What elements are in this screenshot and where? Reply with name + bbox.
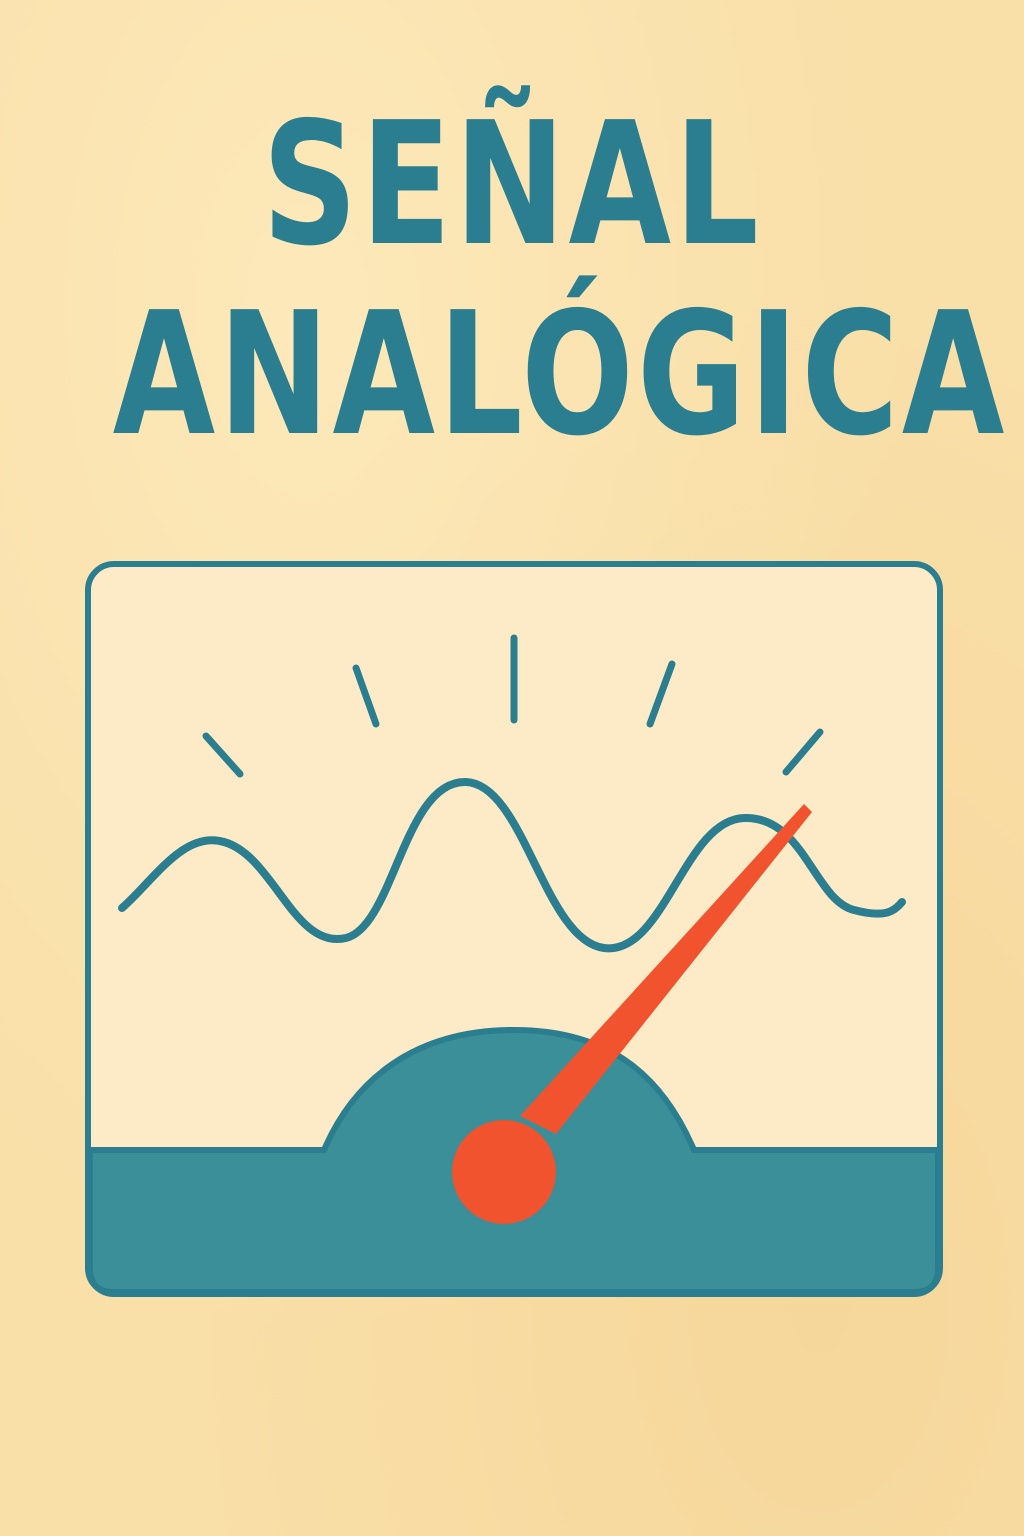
scale-tick bbox=[202, 732, 244, 778]
title-line-1: SEÑAL bbox=[262, 86, 762, 284]
gauge-needle-icon bbox=[452, 804, 812, 1224]
scale-tick bbox=[646, 660, 676, 728]
scale-ticks bbox=[202, 634, 824, 778]
scale-tick bbox=[782, 728, 824, 776]
title-line-2: ANALÓGICA bbox=[112, 276, 1008, 474]
needle-pivot bbox=[452, 1120, 556, 1224]
needle-shaft bbox=[520, 804, 812, 1134]
sine-wave-icon bbox=[118, 777, 906, 953]
scale-tick bbox=[352, 664, 380, 728]
analog-meter-icon bbox=[85, 561, 943, 1297]
